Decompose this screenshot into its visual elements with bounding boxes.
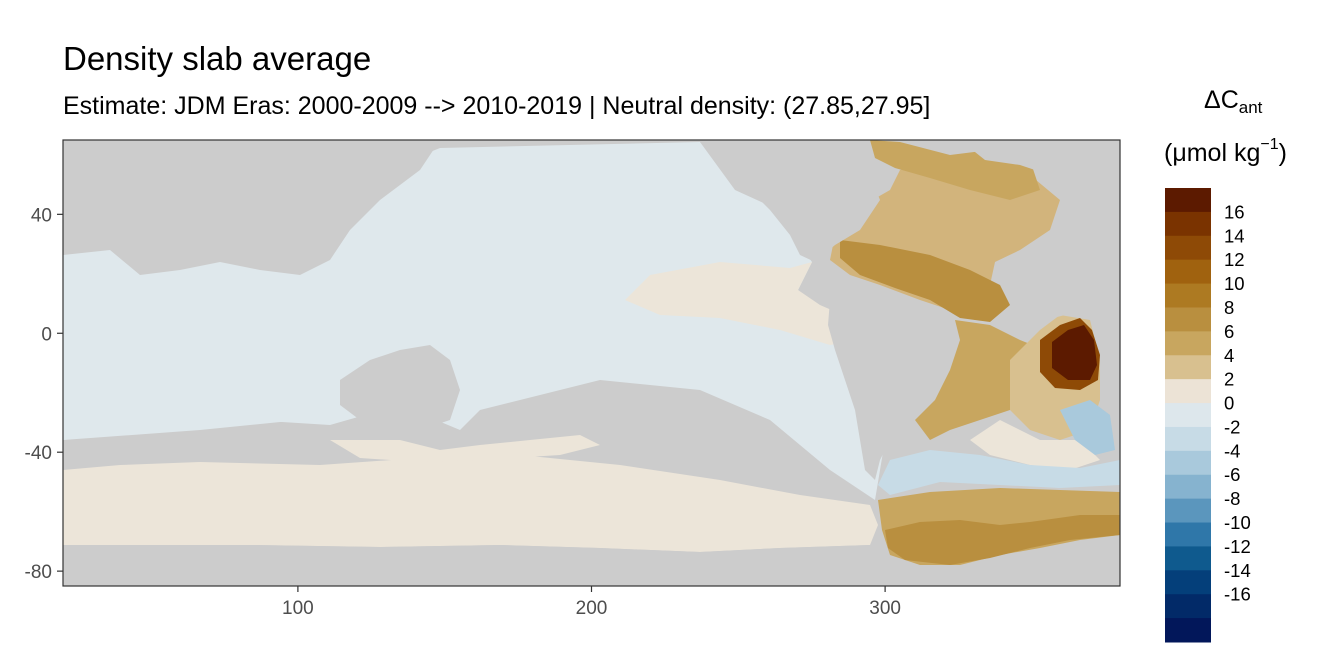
- legend-label: 8: [1224, 297, 1234, 318]
- legend-swatch: [1165, 307, 1211, 332]
- region-eastern-tropical-pacific: [625, 262, 860, 345]
- y-tick-label: 40: [31, 205, 52, 226]
- region-south-atlantic-40s: [878, 450, 1120, 495]
- land-south-america: [828, 300, 950, 480]
- y-tick-label: -40: [25, 443, 52, 464]
- legend-title: ΔCant: [1204, 86, 1344, 118]
- legend-swatch: [1165, 618, 1211, 643]
- legend: 16 14 12 10 8 6 4 2 0-2 -4 -6 -8 -10 -12 -14 -16: [1165, 188, 1251, 643]
- legend-swatch: [1165, 355, 1211, 380]
- region-southern-ocean-band: [63, 455, 878, 552]
- legend-swatch: [1165, 403, 1211, 428]
- legend-label: 14: [1224, 225, 1245, 246]
- land-mask: [63, 140, 1120, 586]
- legend-label: -16: [1224, 584, 1251, 605]
- region-indian-ocean: [63, 255, 340, 440]
- region-south-of-australia: [330, 435, 600, 462]
- legend-label: -6: [1224, 464, 1240, 485]
- legend-label: 2: [1224, 369, 1234, 390]
- region-angola-basin: [970, 420, 1100, 470]
- region-tropical-atlantic-hotspot-core: [1052, 325, 1097, 380]
- legend-units-prefix: (μmol kg: [1164, 139, 1261, 167]
- legend-label: -2: [1224, 416, 1240, 437]
- legend-swatch: [1165, 570, 1211, 595]
- legend-swatch: [1165, 546, 1211, 571]
- map-panel: [62, 139, 1121, 587]
- legend-label: -14: [1224, 560, 1251, 581]
- legend-swatch: [1165, 594, 1211, 619]
- legend-swatch: [1165, 379, 1211, 404]
- legend-swatch: [1165, 522, 1211, 547]
- chart-title: Density slab average: [63, 40, 372, 77]
- legend-title-main: ΔC: [1204, 86, 1239, 114]
- region-gulf-stream: [840, 240, 1010, 322]
- legend-label: 10: [1224, 273, 1245, 294]
- legend-units-sup: −1: [1260, 136, 1279, 153]
- legend-label: -8: [1224, 488, 1240, 509]
- legend-swatch: [1165, 259, 1211, 285]
- legend-label: -10: [1224, 512, 1251, 533]
- region-cape-basin-blue: [1060, 400, 1115, 455]
- x-tick-label: 100: [282, 598, 314, 619]
- x-tick-label: 300: [869, 598, 901, 619]
- legend-label: 12: [1224, 249, 1245, 270]
- land-north-america: [700, 142, 880, 262]
- legend-swatch: [1165, 211, 1211, 237]
- legend-title-sub: ant: [1238, 98, 1263, 117]
- x-tick-label: 200: [576, 598, 608, 619]
- legend-label: 0: [1224, 393, 1234, 414]
- region-weddell-sea-inner: [885, 515, 1120, 565]
- land-antarctica: [63, 540, 1120, 586]
- legend-units: (μmol kg−1): [1164, 136, 1314, 168]
- legend-swatch: [1165, 235, 1211, 261]
- legend-label: 6: [1224, 321, 1234, 342]
- legend-label: -12: [1224, 536, 1251, 557]
- y-tick-label: -80: [25, 562, 52, 583]
- land-australia: [340, 345, 460, 430]
- legend-swatch: [1165, 331, 1211, 356]
- land-asia: [63, 140, 440, 275]
- legend-label: 16: [1224, 201, 1245, 222]
- y-tick-label: 0: [41, 324, 52, 345]
- land-greenland: [960, 140, 1110, 190]
- legend-swatch: [1165, 426, 1211, 452]
- legend-swatch: [1165, 498, 1211, 524]
- land-africa: [1020, 240, 1120, 330]
- chart-subtitle: Estimate: JDM Eras: 2000-2009 --> 2010-2…: [63, 92, 931, 120]
- legend-swatch: [1165, 188, 1211, 213]
- legend-units-suffix: ): [1278, 139, 1287, 167]
- legend-label: 4: [1224, 345, 1234, 366]
- legend-swatch: [1165, 474, 1211, 500]
- legend-label: -4: [1224, 440, 1240, 461]
- legend-swatch: [1165, 450, 1211, 476]
- legend-swatch: [1165, 283, 1211, 308]
